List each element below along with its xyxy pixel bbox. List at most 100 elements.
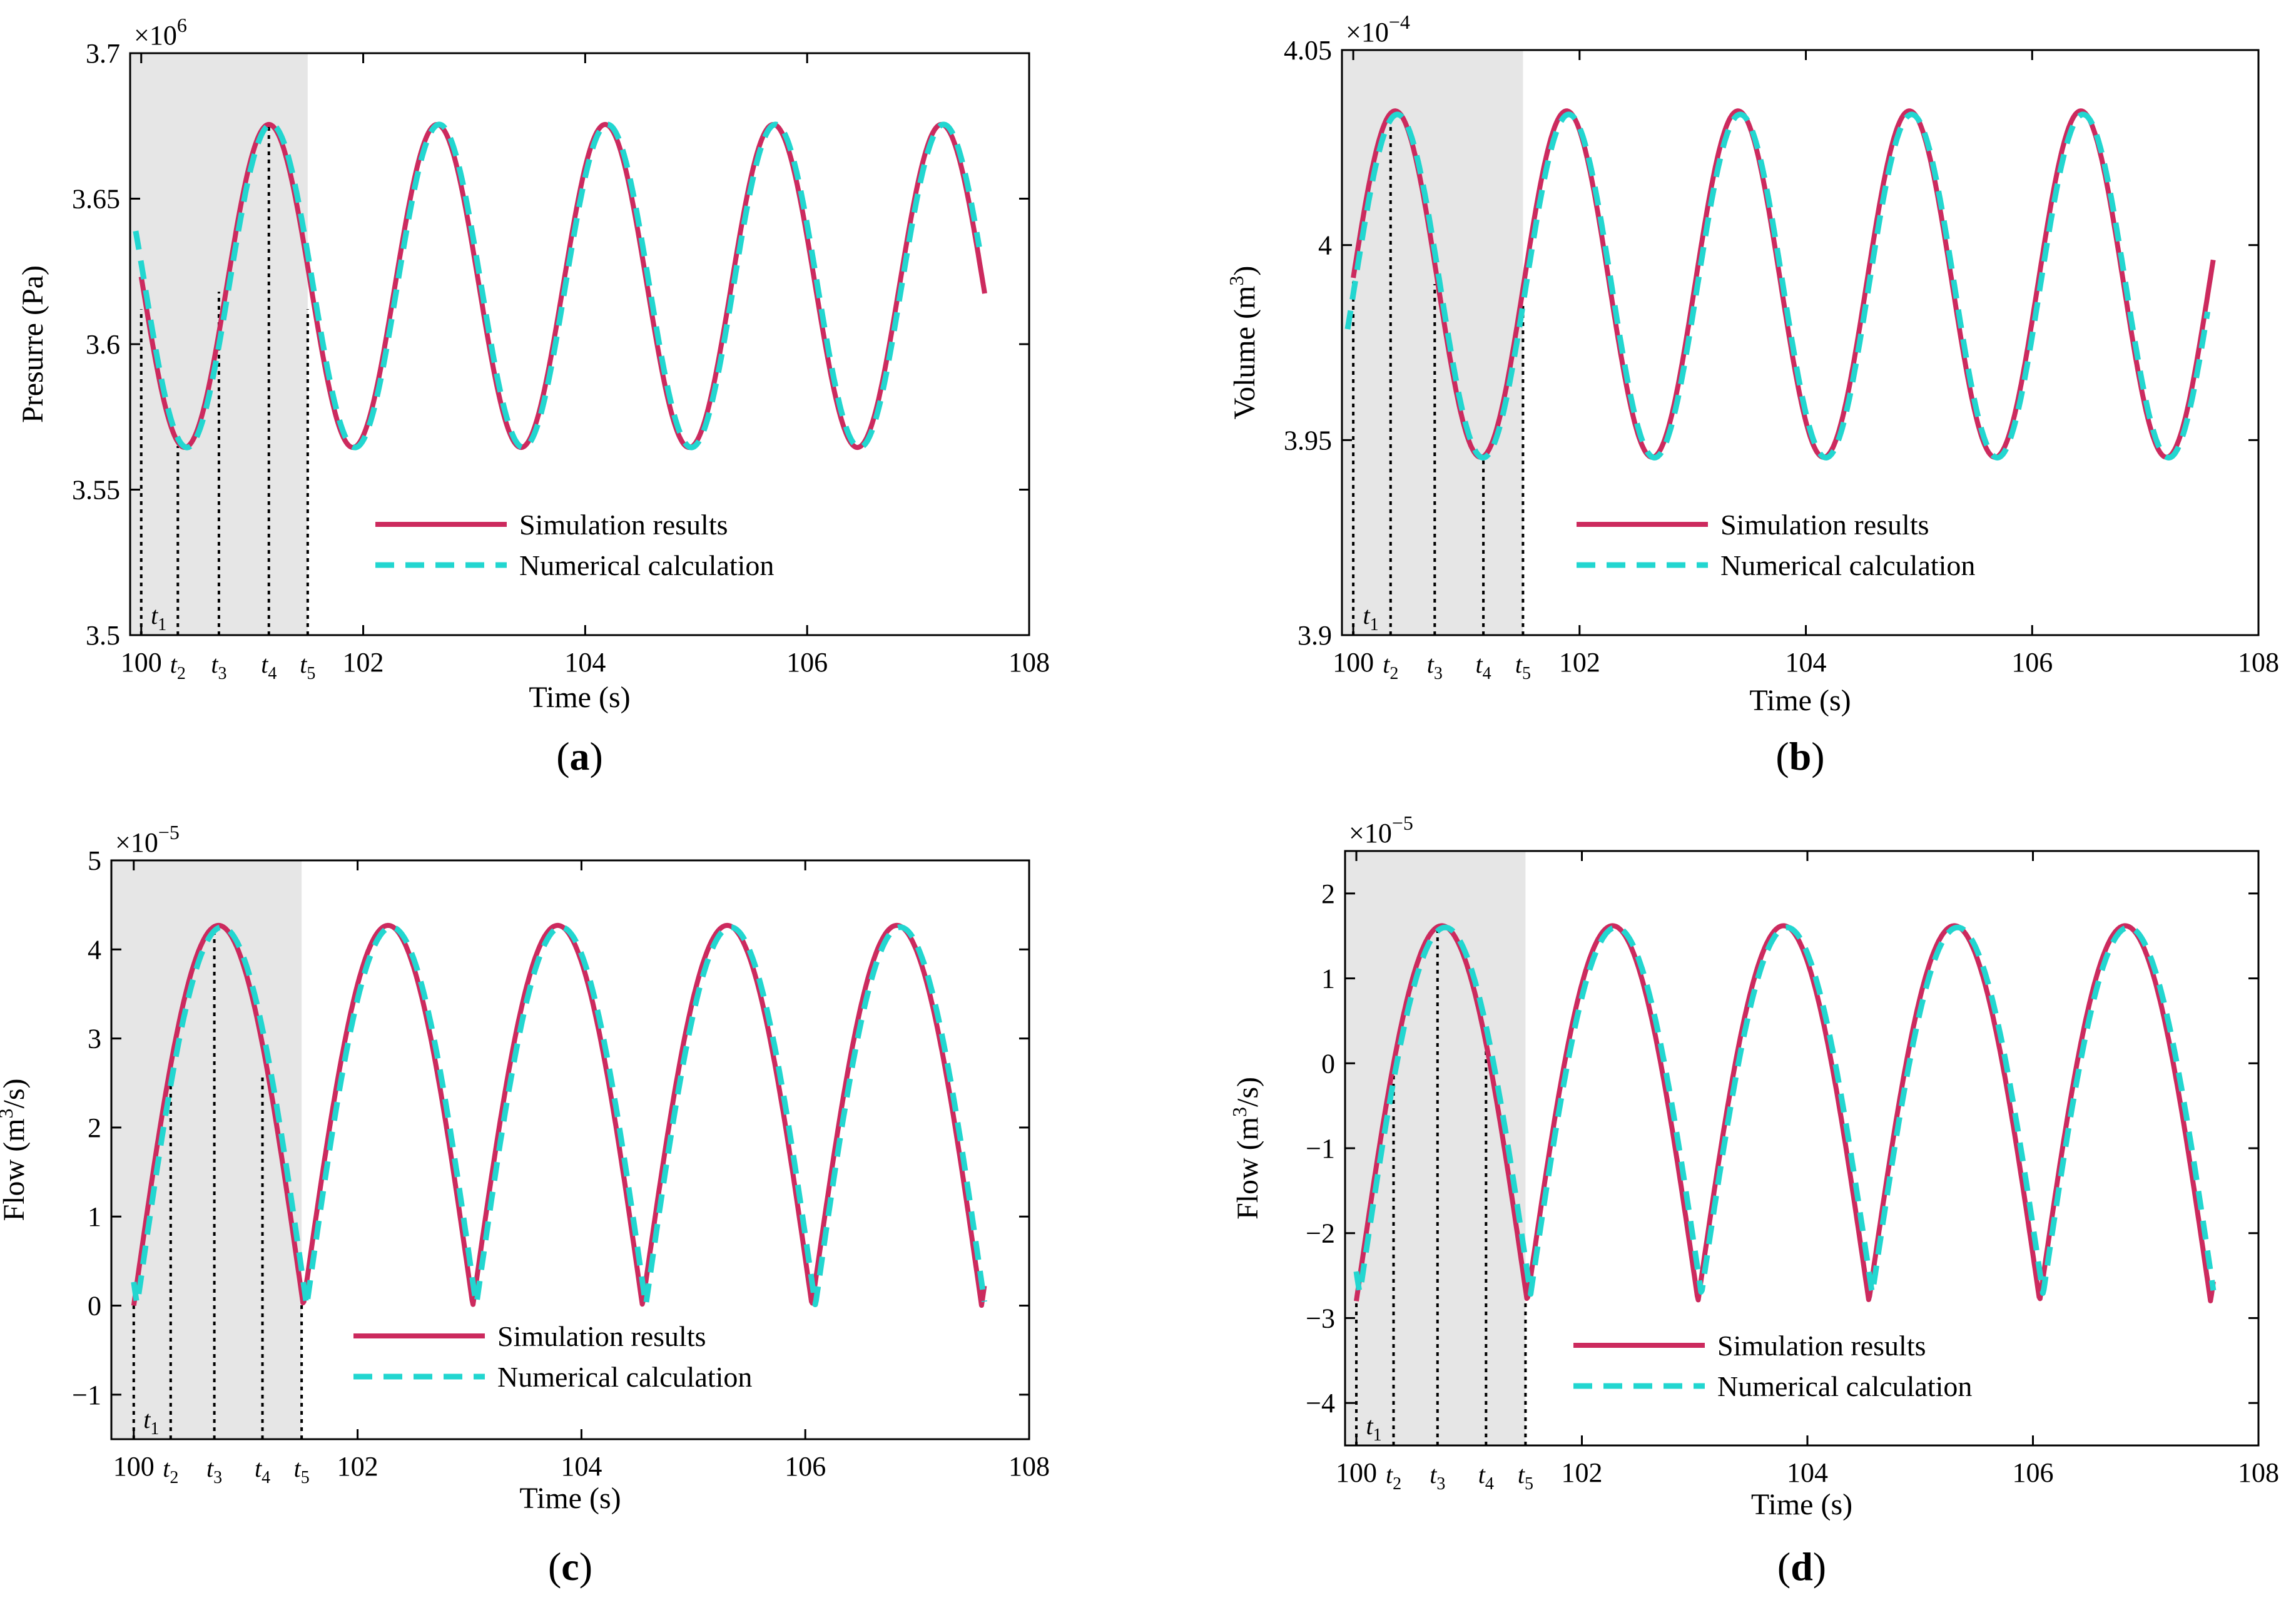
y-tick-label: 2 [88,1113,101,1143]
y-tick-label: 4.05 [1284,35,1332,66]
x-tick-label: 102 [337,1451,378,1482]
y-tick-label: −1 [1306,1133,1335,1164]
y-tick-label: 3.9 [1298,620,1332,651]
x-tick-label: 104 [1785,647,1827,678]
marker-label-t3: t3 [211,650,226,683]
y-tick-label: −3 [1306,1303,1335,1333]
x-axis-label: Time (s) [1751,1488,1852,1521]
x-tick-label: 108 [2238,647,2279,678]
marker-label-t3: t3 [1430,1460,1445,1494]
y-tick-label: 2 [1321,879,1335,909]
marker-label-t5: t5 [300,650,315,683]
x-axis-label: Time (s) [1749,684,1851,717]
y-tick-label: 3.65 [72,184,120,215]
series-numerical-calculation [1353,924,2217,1297]
marker-label-t3: t3 [206,1454,222,1487]
y-tick-label: 3.95 [1284,425,1332,456]
x-tick-label: 100 [1333,647,1374,678]
marker-label-t4: t4 [1476,650,1491,683]
y-tick-label: −4 [1306,1388,1335,1419]
x-tick-label: 100 [113,1451,155,1482]
x-tick-label: 106 [2013,1457,2054,1488]
y-axis-label: Presurre (Pa) [16,265,49,423]
x-tick-label: 102 [343,647,384,678]
marker-label-t2: t2 [1383,650,1398,683]
marker-label-t4: t4 [255,1454,270,1487]
legend-label-numerical: Numerical calculation [497,1361,752,1393]
y-axis-label: Volume (m3) [1225,266,1261,420]
series-simulation-results [131,922,987,1308]
y-axis-multiplier: ×10−4 [1346,11,1410,48]
x-axis-label: Time (s) [519,1482,621,1515]
x-tick-label: 108 [2238,1457,2279,1488]
marker-label-t2: t2 [170,650,186,683]
y-tick-label: −2 [1306,1218,1335,1249]
series-simulation-results [1354,923,2216,1303]
marker-label-t4: t4 [1478,1460,1494,1494]
legend-label-simulation: Simulation results [519,509,728,541]
x-tick-label: 104 [564,647,606,678]
y-tick-label: 3.7 [86,38,120,69]
panel-caption: (c) [548,1544,592,1589]
legend: Simulation results Numerical calculation [353,1320,752,1393]
legend-label-simulation: Simulation results [497,1320,706,1352]
axes-frame [1341,49,2260,636]
x-tick-label: 104 [1787,1457,1828,1488]
y-tick-label: 1 [1321,964,1335,994]
y-tick-label: 3.55 [72,475,120,506]
legend-label-numerical: Numerical calculation [519,549,774,581]
marker-label-t2: t2 [163,1454,178,1487]
y-axis-multiplier: ×106 [134,14,187,51]
y-tick-label: 3 [88,1024,101,1054]
y-tick-label: 0 [88,1291,101,1322]
x-axis-label: Time (s) [529,681,630,714]
x-tick-label: 104 [561,1451,602,1482]
x-tick-label: 102 [1562,1457,1603,1488]
series-numerical-calculation [133,121,982,451]
y-axis-multiplier: ×10−5 [115,821,180,858]
shaded-interval [111,860,302,1439]
y-tick-label: 5 [88,845,101,876]
marker-label-t2: t2 [1386,1460,1401,1494]
x-tick-label: 108 [1008,1451,1050,1482]
y-tick-label: 3.6 [86,329,120,360]
x-tick-label: 100 [121,647,162,678]
x-tick-label: 100 [1336,1457,1377,1488]
series-numerical-calculation [131,924,987,1308]
x-tick-label: 102 [1559,647,1600,678]
y-axis-label: Flow (m3/s) [0,1078,31,1221]
marker-label-t5: t5 [294,1454,310,1487]
y-tick-label: 3.5 [86,620,120,651]
shaded-interval [1342,50,1523,635]
legend: Simulation results Numerical calculation [1573,1330,1972,1402]
axes-frame [110,859,1030,1440]
marker-label-t5: t5 [1518,1460,1533,1494]
marker-label-t5: t5 [1515,650,1531,683]
marker-label-t3: t3 [1427,650,1443,683]
panel-caption: (d) [1777,1544,1826,1589]
legend-label-numerical: Numerical calculation [1717,1370,1972,1402]
panel-caption: (a) [556,734,603,778]
series-numerical-calculation [1344,111,2211,461]
y-tick-label: 4 [1318,230,1332,261]
legend-label-simulation: Simulation results [1717,1330,1926,1362]
legend: Simulation results Numerical calculation [375,509,774,581]
panel-caption: (b) [1775,734,1824,778]
x-tick-label: 106 [2011,647,2053,678]
y-tick-label: −1 [72,1380,101,1410]
x-tick-label: 106 [785,1451,826,1482]
y-axis-multiplier: ×10−5 [1349,812,1413,848]
x-tick-label: 108 [1008,647,1050,678]
legend: Simulation results Numerical calculation [1577,509,1975,581]
x-tick-label: 106 [786,647,828,678]
y-tick-label: 1 [88,1201,101,1232]
y-tick-label: 0 [1321,1048,1335,1079]
y-tick-label: 4 [88,934,101,965]
y-axis-label: Flow (m3/s) [1228,1077,1264,1220]
shaded-interval [1345,851,1526,1445]
legend-label-numerical: Numerical calculation [1720,549,1975,581]
